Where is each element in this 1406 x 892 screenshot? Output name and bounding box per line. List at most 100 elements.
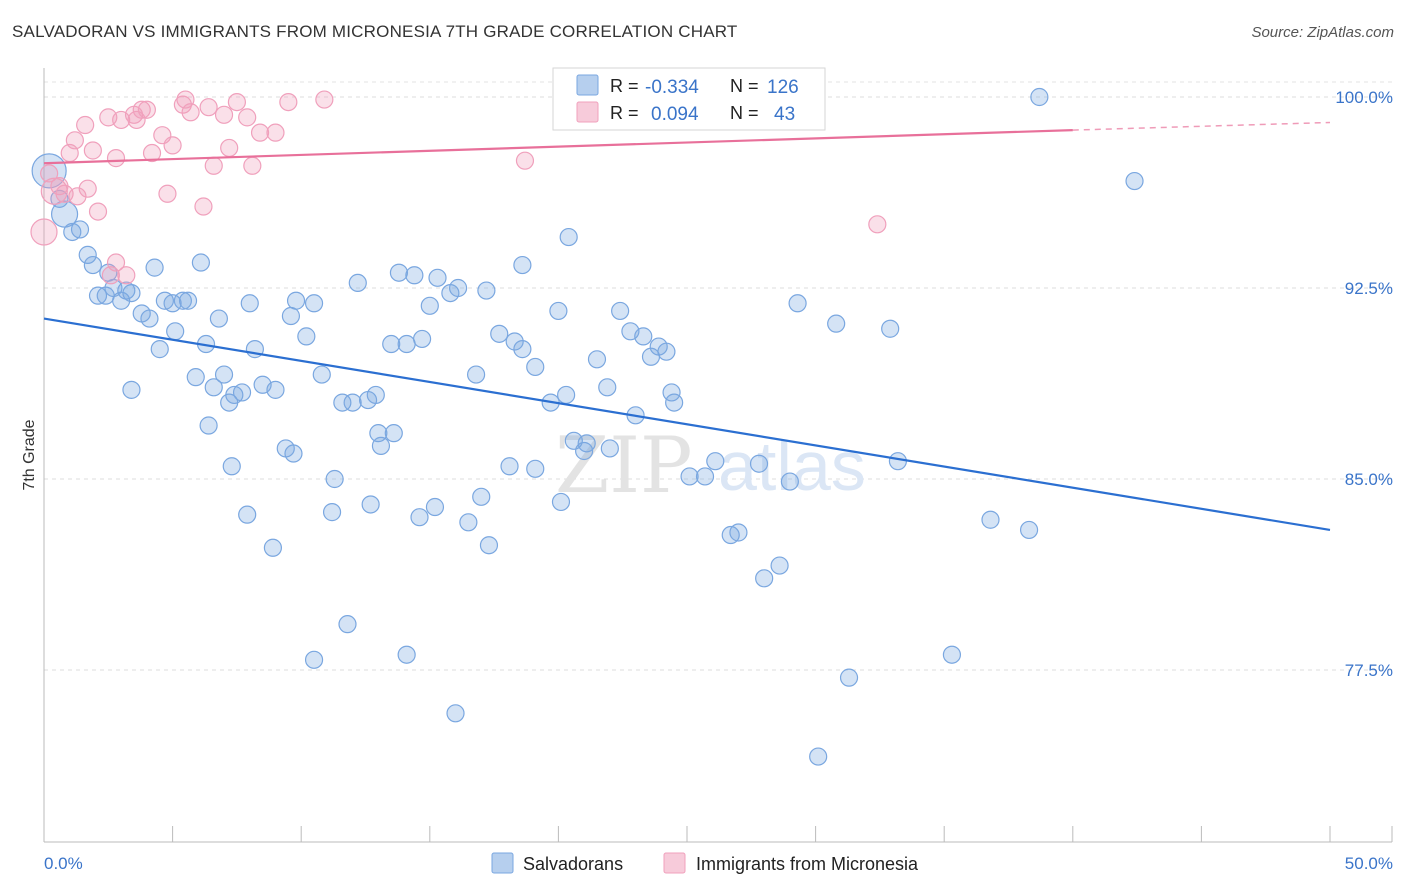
micronesia-point-18 xyxy=(163,136,182,155)
micronesia-point-25 xyxy=(220,138,239,158)
trend-lines xyxy=(43,121,1331,532)
salvadoran-point-61 xyxy=(513,340,532,359)
salvadoran-point-124 xyxy=(513,255,532,275)
micronesia-point-24 xyxy=(214,105,234,124)
legend-r-value-0: -0.334 xyxy=(645,77,699,98)
salvadoran-point-90 xyxy=(881,319,900,338)
salvadoran-point-57 xyxy=(466,365,486,384)
salvadoran-point-112 xyxy=(425,497,445,517)
salvadoran-point-37 xyxy=(286,291,306,310)
salvadoran-point-24 xyxy=(191,253,210,272)
salvadoran-point-31 xyxy=(232,383,252,402)
micronesia-point-10 xyxy=(106,149,126,168)
chart-title: SALVADORAN VS IMMIGRANTS FROM MICRONESIA… xyxy=(12,22,738,41)
salvadoran-point-101 xyxy=(263,538,283,557)
salvadoran-point-39 xyxy=(304,294,324,313)
salvadoran-point-117 xyxy=(500,457,519,476)
salvadoran-point-106 xyxy=(338,615,357,634)
micronesia-point-41 xyxy=(868,215,887,234)
salvadoran-point-87 xyxy=(809,747,828,766)
micronesia-point-1 xyxy=(40,177,68,205)
salvadoran-point-68 xyxy=(587,350,607,369)
micronesia-trend-extension xyxy=(1072,121,1331,131)
micronesia-point-33 xyxy=(68,187,87,206)
salvadoran-point-60 xyxy=(505,332,524,351)
salvadoran-point-20 xyxy=(166,322,185,341)
salvadoran-point-89 xyxy=(839,668,859,687)
salvadoran-point-44 xyxy=(348,273,367,293)
salvadoran-point-100 xyxy=(238,505,257,524)
salvadoran-point-109 xyxy=(384,424,403,443)
micronesia-point-29 xyxy=(250,123,270,142)
salvadoran-point-15 xyxy=(140,309,159,328)
salvadoran-point-51 xyxy=(405,266,424,285)
salvadoran-point-35 xyxy=(266,380,285,399)
salvadoran-point-64 xyxy=(549,301,568,321)
salvadoran-point-78 xyxy=(695,467,715,486)
bottom-legend-swatch-micronesia xyxy=(663,852,686,874)
bottom-legend-swatch-salvadorans xyxy=(491,852,514,874)
micronesia-point-42 xyxy=(181,103,200,122)
salvadoran-point-125 xyxy=(559,227,578,247)
salvadoran-point-119 xyxy=(551,492,571,512)
micronesia-point-26 xyxy=(227,92,246,112)
salvadoran-point-114 xyxy=(459,513,478,532)
micronesia-point-16 xyxy=(142,143,162,163)
salvadoran-point-28 xyxy=(214,365,234,384)
salvadoran-point-2 xyxy=(50,189,69,208)
y-tick-label-2: 92.5% xyxy=(1345,279,1393,298)
micronesia-point-30 xyxy=(266,123,285,142)
legend-r-value-1: 0.094 xyxy=(651,104,699,125)
salvadoran-point-12 xyxy=(117,281,136,300)
salvadoran-point-5 xyxy=(78,245,97,264)
salvadoran-point-27 xyxy=(209,309,228,328)
salvadoran-point-53 xyxy=(420,296,439,315)
salvadoran-point-92 xyxy=(942,645,962,664)
y-axis-label: 7th Grade xyxy=(21,419,38,490)
salvadoran-point-104 xyxy=(304,650,324,669)
y-tick-label-0: 77.5% xyxy=(1345,661,1393,680)
salvadoran-point-54 xyxy=(428,268,447,287)
salvadoran-point-36 xyxy=(281,306,301,326)
micronesia-point-8 xyxy=(83,141,102,160)
salvadoran-point-83 xyxy=(755,569,774,588)
micronesia-point-32 xyxy=(315,90,334,109)
salvadoran-point-26 xyxy=(204,378,223,397)
salvadoran-point-22 xyxy=(178,291,198,310)
salvadoran-point-77 xyxy=(680,467,699,486)
micronesia-point-35 xyxy=(88,202,108,221)
salvadoran-point-94 xyxy=(1019,520,1039,540)
salvadoran-point-9 xyxy=(88,286,108,305)
legend-box: R = -0.334 N = 126 R = 0.094 N = 43 xyxy=(552,67,826,131)
salvadoran-point-11 xyxy=(112,291,131,310)
salvadoran-point-85 xyxy=(780,472,799,491)
micronesia-point-6 xyxy=(65,131,84,150)
salvadoran-point-16 xyxy=(145,258,164,277)
salvadoran-point-123 xyxy=(662,383,681,402)
salvadoran-point-113 xyxy=(446,704,465,723)
legend-swatch-micronesia xyxy=(576,101,599,123)
salvadoran-point-81 xyxy=(729,523,748,542)
micronesia-point-37 xyxy=(106,253,126,272)
salvadoran-point-93 xyxy=(981,510,1000,529)
salvadoran-point-86 xyxy=(788,294,807,313)
salvadoran-point-40 xyxy=(312,365,331,384)
legend-n-label-1: N = xyxy=(730,103,759,123)
salvadoran-point-43 xyxy=(343,393,362,412)
salvadoran-point-10 xyxy=(96,286,115,305)
salvadoran-point-56 xyxy=(448,278,468,298)
axes xyxy=(43,68,1393,843)
legend-n-value-1: 43 xyxy=(774,104,795,125)
bottom-legend: Salvadorans Immigrants from Micronesia xyxy=(491,852,919,874)
salvadoran-point-116 xyxy=(479,536,499,555)
salvadoran-point-72 xyxy=(634,327,653,346)
salvadoran-point-17 xyxy=(150,340,169,359)
salvadoran-point-88 xyxy=(827,314,846,333)
salvadoran-point-41 xyxy=(325,469,344,489)
micronesia-point-27 xyxy=(238,108,257,127)
salvadoran-point-105 xyxy=(322,503,342,522)
salvadoran-point-97 xyxy=(122,380,141,399)
salvadoran-point-75 xyxy=(657,342,676,361)
micronesia-point-23 xyxy=(204,156,223,175)
